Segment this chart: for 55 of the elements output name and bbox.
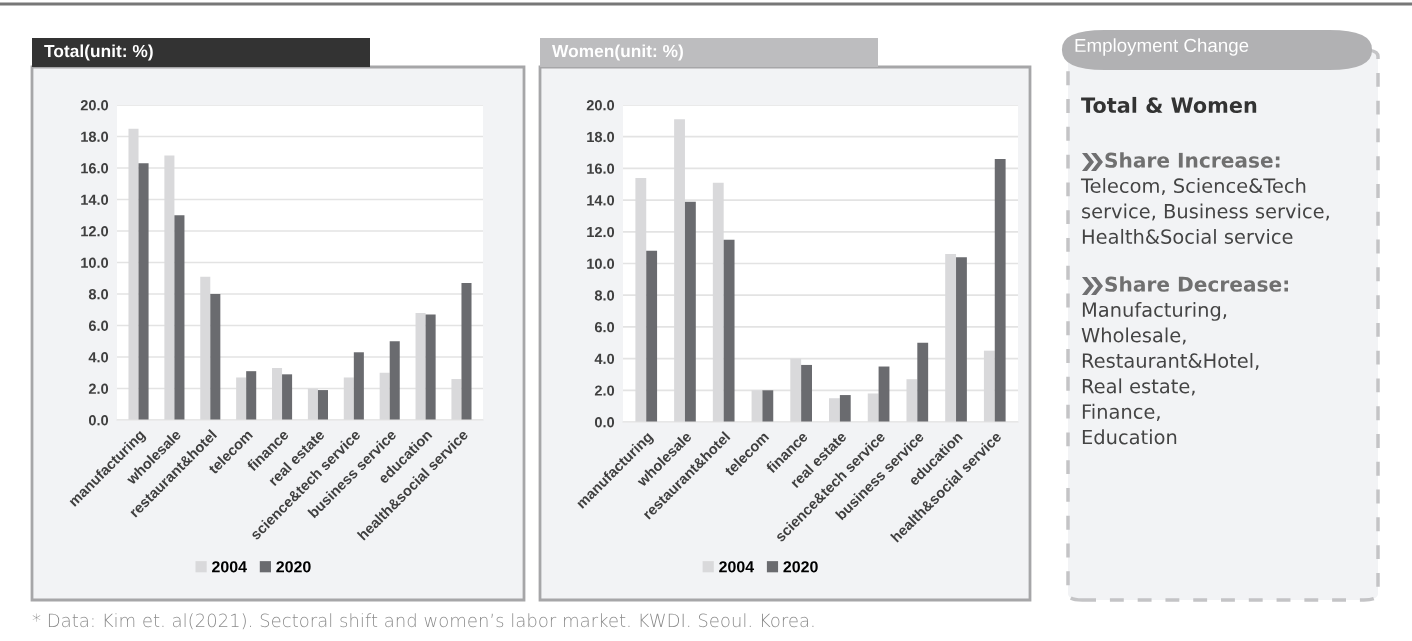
legend-label: 2004 <box>212 561 247 573</box>
y-tick-label: 4.0 <box>88 352 109 363</box>
bar <box>138 163 149 420</box>
legend-label: 2020 <box>783 561 818 573</box>
y-tick-label: 4.0 <box>594 353 615 365</box>
y-tick-label: 2.0 <box>88 383 109 394</box>
bar <box>994 158 1006 422</box>
y-tick-label: 16.0 <box>587 163 615 174</box>
y-tick-label: 0.0 <box>88 415 109 426</box>
text: Share Increase: <box>1105 152 1280 168</box>
y-tick-label: 10.0 <box>587 258 615 269</box>
bar <box>174 215 185 420</box>
bar <box>425 314 436 420</box>
bar <box>917 342 929 422</box>
y-tick-label: 6.0 <box>88 320 109 331</box>
legend-label: 2020 <box>276 561 311 573</box>
chart-title: Women(unit: %) <box>552 44 683 61</box>
text: Total & Women <box>1081 96 1257 114</box>
legend-label: 2004 <box>719 561 755 573</box>
y-tick-label: 12.0 <box>587 226 615 238</box>
y-tick-label: 18.0 <box>81 131 109 142</box>
y-tick-label: 2.0 <box>594 385 615 396</box>
y-tick-label: 20.0 <box>586 100 615 111</box>
bar <box>878 366 890 422</box>
y-tick-label: 8.0 <box>594 290 615 301</box>
text: Employment Change <box>1075 38 1249 56</box>
bar <box>801 364 812 422</box>
y-tick-label: 8.0 <box>88 289 109 300</box>
text: Share Decrease: <box>1105 276 1288 292</box>
bar <box>246 371 257 420</box>
bar <box>839 395 851 422</box>
bar <box>282 374 293 420</box>
bar <box>646 250 658 422</box>
text: * Data: Kim et. al(2021). Sectoral shift and women’s labor market. KWDI. Seoul. Korea. <box>32 613 814 630</box>
bar <box>762 390 774 422</box>
bar <box>353 352 364 420</box>
y-tick-label: 12.0 <box>81 226 109 237</box>
bar <box>210 294 221 420</box>
bar <box>389 341 400 420</box>
bar <box>684 201 696 422</box>
bar <box>317 390 328 420</box>
y-tick-label: 14.0 <box>81 194 109 205</box>
bar <box>461 282 472 420</box>
y-tick-label: 6.0 <box>594 322 615 333</box>
y-tick-label: 18.0 <box>587 131 615 143</box>
bar <box>723 239 735 422</box>
y-tick-label: 10.0 <box>81 257 109 268</box>
text: Telecom, Science&Tech service, Business service, Health&Social service <box>1080 178 1329 244</box>
y-tick-label: 20.0 <box>80 100 109 111</box>
chart-title: Total(unit: %) <box>44 44 153 61</box>
bar <box>956 257 967 422</box>
y-tick-label: 0.0 <box>594 417 615 428</box>
text: Manufacturing, Wholesale, Restaurant&Hotel, Real estate, Finance, Education <box>1081 302 1259 445</box>
y-tick-label: 16.0 <box>81 163 109 174</box>
y-tick-label: 14.0 <box>587 195 615 206</box>
